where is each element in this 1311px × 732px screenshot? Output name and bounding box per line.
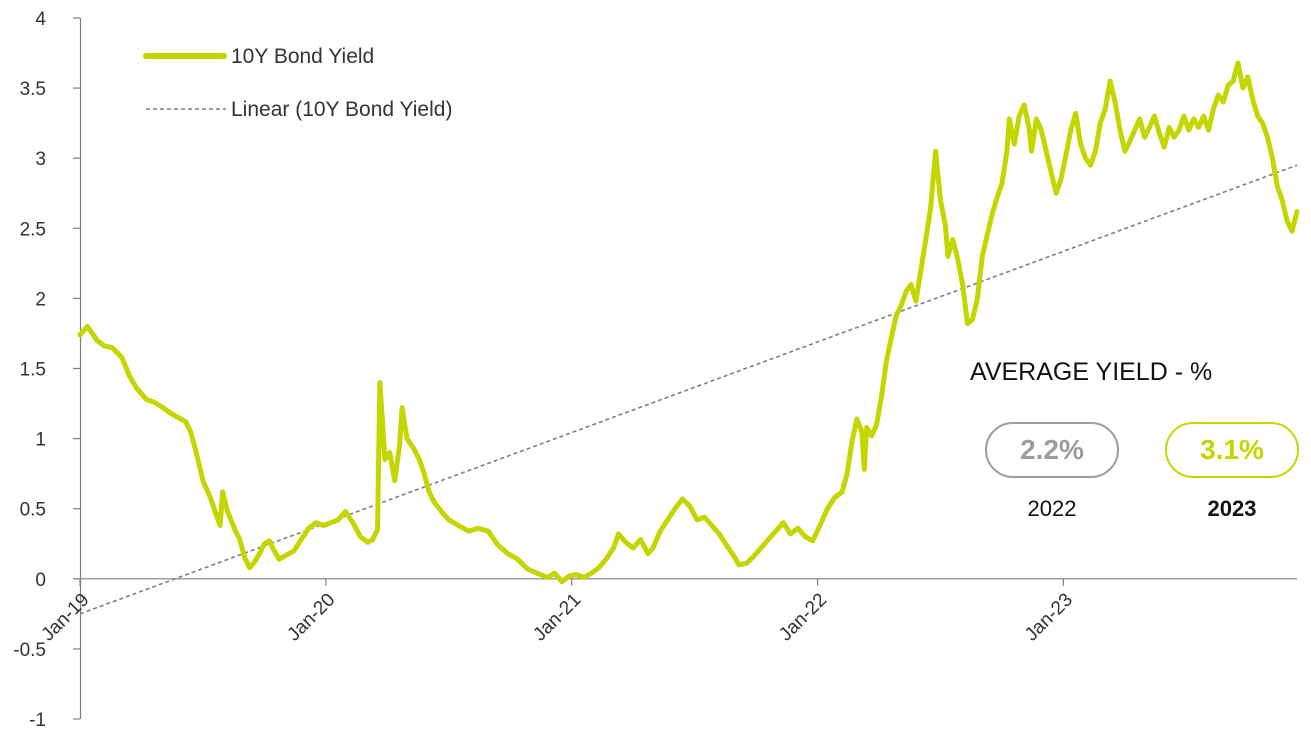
y-tick-label: 0.5 — [20, 500, 46, 521]
x-tick-label: Jan-22 — [775, 589, 831, 645]
y-tick-label: 1 — [35, 430, 46, 451]
y-tick-label: 0 — [35, 570, 46, 591]
x-tick-label: Jan-23 — [1021, 589, 1077, 645]
average-2023-value: 3.1% — [1200, 434, 1264, 465]
y-tick-label: -1 — [29, 710, 46, 731]
trendline — [79, 164, 1298, 615]
average-2022-pill: 2.2% — [985, 422, 1119, 478]
y-tick-label: 3.5 — [20, 79, 46, 100]
average-2022-value: 2.2% — [1020, 434, 1084, 465]
trendline-line — [79, 164, 1298, 615]
average-2023-pill: 3.1% — [1165, 422, 1299, 478]
legend: 10Y Bond Yield Linear (10Y Bond Yield) — [143, 45, 452, 121]
legend-label-10y-bond-yield: 10Y Bond Yield — [231, 45, 374, 68]
x-tick-label: Jan-19 — [38, 589, 94, 645]
y-tick-label: 1.5 — [20, 360, 46, 381]
legend-label-linear-trend: Linear (10Y Bond Yield) — [231, 98, 452, 121]
y-tick-label: 3 — [35, 149, 46, 170]
x-tick-label: Jan-20 — [283, 589, 339, 645]
x-axis: Jan-19 Jan-20 Jan-21 Jan-22 Jan-23 — [38, 578, 1297, 645]
y-tick-label: -0.5 — [13, 640, 46, 661]
y-tick-label: 2 — [35, 289, 46, 310]
data-series — [77, 60, 1300, 585]
series-line-10y-bond-yield — [77, 60, 1300, 585]
y-axis: -1 -0.5 0 0.5 1 1.5 2 2.5 3 3.5 4 — [13, 9, 82, 731]
average-2023-year: 2023 — [1207, 496, 1257, 521]
average-2022-year: 2022 — [1027, 496, 1077, 521]
y-tick-label: 4 — [35, 9, 46, 30]
average-yield-title: AVERAGE YIELD - % — [970, 358, 1213, 386]
x-tick-label: Jan-21 — [529, 589, 585, 645]
y-tick-label: 2.5 — [20, 219, 46, 240]
